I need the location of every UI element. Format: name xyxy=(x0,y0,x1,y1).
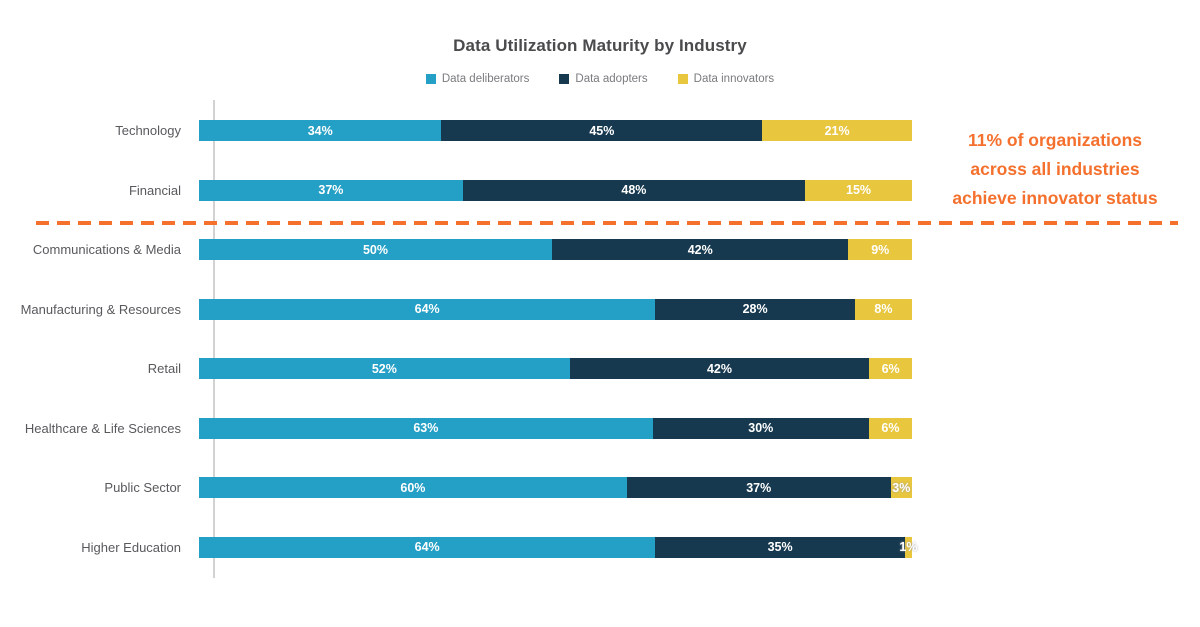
category-label: Communications & Media xyxy=(32,242,181,258)
bar-segment-data-deliberators: 50% xyxy=(199,239,552,261)
segment-value-label: 37% xyxy=(746,480,772,495)
segment-value-label: 63% xyxy=(413,421,439,436)
segment-value-label: 3% xyxy=(892,480,911,495)
segment-value-label: 50% xyxy=(362,242,388,257)
legend-item-data-adopters: Data adopters xyxy=(559,73,648,85)
segment-value-label: 30% xyxy=(748,421,774,436)
category-label: Technology xyxy=(115,123,181,139)
legend-swatch xyxy=(677,74,688,84)
annotation: 11% of organizations across all industri… xyxy=(930,126,1180,213)
segment-value-label: 28% xyxy=(742,302,768,317)
bar-segment-data-deliberators: 52% xyxy=(199,358,570,380)
segment-value-label: 64% xyxy=(414,540,440,555)
chart-title: Data Utilization Maturity by Industry xyxy=(453,36,747,55)
legend-swatch xyxy=(425,74,436,84)
bar-segment-data-innovators: 3% xyxy=(890,477,912,499)
divider-dashed-line xyxy=(36,221,1178,225)
chart-row: Financial 37% 48% 15% xyxy=(0,161,940,221)
bar-segment-data-adopters: 35% xyxy=(655,536,905,558)
segment-value-label: 64% xyxy=(414,302,440,317)
stacked-bar: 34% 45% 21% xyxy=(199,120,912,142)
bar-segment-data-adopters: 42% xyxy=(569,358,870,380)
category-label: Retail xyxy=(147,361,181,377)
segment-value-label: 6% xyxy=(881,361,900,376)
segment-value-label: 42% xyxy=(687,242,713,257)
y-axis-line xyxy=(213,100,215,578)
chart-row: Manufacturing & Resources 64% 28% 8% xyxy=(0,280,940,340)
category-label: Public Sector xyxy=(104,480,181,496)
legend-item-data-innovators: Data innovators xyxy=(677,73,775,85)
stacked-bar: 63% 30% 6% xyxy=(199,417,913,439)
segment-value-label: 6% xyxy=(881,421,900,436)
segment-value-label: 8% xyxy=(874,302,893,317)
bar-segment-data-adopters: 37% xyxy=(626,477,891,499)
stacked-bar: 50% 42% 9% xyxy=(199,239,912,261)
bar-segment-data-deliberators: 63% xyxy=(199,417,653,439)
bar-segment-data-innovators: 6% xyxy=(869,358,912,380)
bar-segment-data-innovators: 6% xyxy=(868,417,913,439)
stacked-bar: 52% 42% 6% xyxy=(199,358,912,380)
category-label: Manufacturing & Resources xyxy=(20,301,181,317)
stacked-bar: 64% 28% 8% xyxy=(199,298,912,320)
annotation-line: achieve innovator status xyxy=(952,188,1158,208)
category-label: Higher Education xyxy=(81,539,181,555)
bar-segment-data-innovators: 9% xyxy=(848,239,912,261)
segment-value-label: 42% xyxy=(706,361,732,376)
category-label: Financial xyxy=(128,182,181,198)
bar-segment-data-innovators: 21% xyxy=(762,120,912,142)
category-label: Healthcare & Life Sciences xyxy=(24,420,181,436)
chart-row: Communications & Media 50% 42% 9% xyxy=(0,220,940,280)
segment-value-label: 34% xyxy=(307,123,333,138)
bar-segment-data-deliberators: 34% xyxy=(199,120,442,142)
segment-value-label: 48% xyxy=(621,183,647,198)
segment-value-label: 45% xyxy=(589,123,615,138)
bar-segment-data-adopters: 30% xyxy=(652,417,869,439)
legend-label: Data innovators xyxy=(693,73,775,85)
chart-row: Higher Education 64% 35% 1% xyxy=(0,518,940,578)
legend-label: Data adopters xyxy=(575,73,648,85)
segment-value-label: 52% xyxy=(371,361,397,376)
stacked-bar: 37% 48% 15% xyxy=(199,179,912,201)
segment-value-label: 9% xyxy=(871,242,890,257)
bar-segment-data-innovators: 15% xyxy=(805,179,912,201)
segment-value-label: 21% xyxy=(824,123,850,138)
bar-segment-data-deliberators: 60% xyxy=(199,477,627,499)
bar-segment-data-deliberators: 64% xyxy=(199,298,656,320)
bar-segment-data-deliberators: 64% xyxy=(199,536,656,558)
bar-segment-data-adopters: 28% xyxy=(655,298,855,320)
bar-segment-data-innovators: 1% xyxy=(899,536,917,558)
chart-row: Public Sector 60% 37% 3% xyxy=(0,458,940,518)
bar-segment-data-adopters: 48% xyxy=(462,179,806,201)
stacked-bar: 60% 37% 3% xyxy=(199,477,912,499)
segment-value-label: 35% xyxy=(767,540,793,555)
chart-row: Retail 52% 42% 6% xyxy=(0,339,940,399)
bar-segment-data-adopters: 42% xyxy=(551,239,849,261)
bar-segment-data-innovators: 8% xyxy=(854,298,912,320)
segment-value-label: 60% xyxy=(400,480,426,495)
segment-value-label: 1% xyxy=(899,540,918,555)
chart-row: Technology 34% 45% 21% xyxy=(0,101,940,161)
annotation-line: 11% of organizations xyxy=(967,130,1143,150)
segment-value-label: 15% xyxy=(846,183,872,198)
bar-segment-data-deliberators: 37% xyxy=(199,179,463,201)
plot-rows: Technology 34% 45% 21% Financial 37% 48% 15%… xyxy=(0,101,940,577)
legend-item-data-deliberators: Data deliberators xyxy=(425,73,530,85)
annotation-line: across all industries xyxy=(970,159,1140,179)
chart-row: Healthcare & Life Sciences 63% 30% 6% xyxy=(0,399,940,459)
segment-value-label: 37% xyxy=(318,183,344,198)
bar-segment-data-adopters: 45% xyxy=(441,120,763,142)
legend: Data deliberators Data adopters Data inn… xyxy=(0,73,1200,85)
stacked-bar: 64% 35% 1% xyxy=(199,536,917,558)
legend-swatch xyxy=(559,74,570,84)
legend-label: Data deliberators xyxy=(441,73,530,85)
